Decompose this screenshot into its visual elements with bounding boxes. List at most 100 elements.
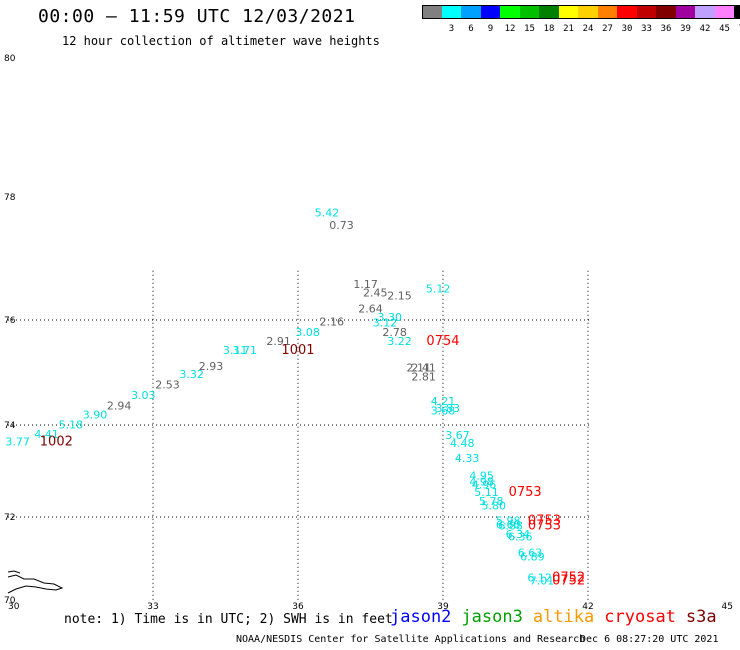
legend-swatch	[558, 5, 579, 19]
legend-label: 27	[602, 24, 613, 34]
wave-height-label: 2.91	[266, 335, 291, 348]
wave-height-label: 5.98	[496, 514, 521, 527]
legend-swatch	[441, 5, 462, 19]
longitude-label: 42	[582, 602, 593, 612]
time-label: 0753	[528, 518, 561, 533]
legend-label: 6	[468, 24, 474, 34]
legend-swatch	[461, 5, 481, 19]
coastline-outline	[7, 570, 64, 594]
longitude-label: 30	[8, 602, 20, 612]
wave-height-label: 4.98	[469, 476, 494, 489]
wave-height-label: 3.67	[445, 429, 470, 442]
legend-swatch	[597, 5, 618, 19]
legend-swatch	[617, 5, 637, 19]
legend-swatch	[578, 5, 598, 19]
wave-height-label: 4.21	[431, 395, 456, 408]
legend-swatch	[714, 5, 735, 19]
generated-timestamp: Dec 6 08:27:20 UTC 2021	[580, 634, 719, 645]
footer-note: note: 1) Time is in UTC; 2) SWH is in fe…	[64, 612, 393, 627]
wave-height-label: 6.60	[496, 519, 521, 532]
wave-height-label: 6.12	[527, 571, 552, 584]
legend-label: 39	[680, 24, 691, 34]
wave-height-label: 2.16	[320, 315, 345, 328]
latitude-label: 78	[4, 193, 16, 203]
wave-height-label: 0.73	[329, 219, 354, 232]
legend-swatch	[480, 5, 501, 19]
wave-height-label: 6.34	[506, 528, 531, 541]
wave-height-label: 3.12	[373, 316, 398, 329]
satellite-name: jason3	[461, 607, 523, 627]
wave-height-label: 4.33	[455, 452, 480, 465]
wave-height-label: 3.22	[387, 335, 412, 348]
wave-height-label: 3.08	[295, 326, 320, 339]
legend-label: 45	[719, 24, 730, 34]
legend-label: 21	[563, 24, 574, 34]
chart-subtitle: 12 hour collection of altimeter wave hei…	[62, 34, 380, 48]
wave-height-label: 2.11	[407, 361, 432, 374]
legend-swatch	[539, 5, 559, 19]
wave-height-label: 3.30	[378, 311, 403, 324]
longitude-label: 39	[437, 602, 449, 612]
legend-swatch	[636, 5, 657, 19]
wave-height-label: 5.12	[426, 282, 451, 295]
satellite-legend: jason2 jason3 altika cryosat s3a	[390, 607, 727, 627]
wave-height-label: 3.83	[436, 402, 461, 415]
wave-height-label: 6.88	[498, 519, 523, 532]
wave-height-label: 3.11	[223, 344, 248, 357]
wave-height-label: 5.18	[59, 419, 84, 432]
wave-height-label: 7.01	[530, 575, 555, 588]
wave-height-label: 2.81	[411, 370, 436, 383]
satellite-name: cryosat	[604, 607, 676, 627]
wave-height-label: 2.45	[363, 287, 388, 300]
legend-label: 12	[504, 24, 516, 34]
legend-label: 15	[524, 24, 535, 34]
latitude-label: 72	[4, 513, 15, 523]
legend-label: 3	[448, 24, 455, 34]
wave-height-label: 5.11	[474, 486, 499, 499]
satellite-name: altika	[532, 607, 595, 627]
legend-label: 33	[641, 24, 652, 34]
wave-height-label: 3.77	[5, 436, 30, 449]
time-label: 0752	[552, 570, 585, 585]
latitude-label: 74	[4, 421, 16, 431]
wave-height-label: 1.17	[353, 278, 378, 291]
wave-height-label: 4.41	[34, 428, 59, 441]
time-label: 0754	[426, 334, 459, 349]
legend-swatch	[675, 5, 696, 19]
legend-label: 36	[660, 24, 672, 34]
wave-height-label: 5.42	[315, 207, 340, 220]
satellite-name: jason2	[390, 607, 452, 627]
legend-swatch	[734, 5, 740, 19]
legend-swatch	[500, 5, 520, 19]
time-label: 0752	[552, 574, 585, 589]
wave-height-label: 6.89	[520, 551, 545, 564]
legend-swatch	[695, 5, 715, 19]
longitude-label: 36	[292, 602, 304, 612]
wave-height-label: 6.63	[518, 546, 543, 559]
legend-label: 18	[543, 24, 555, 34]
legend-swatch	[519, 5, 540, 19]
wave-height-label: 2.53	[155, 378, 180, 391]
chart-title: 00:00 – 11:59 UTC 12/03/2021	[38, 6, 356, 27]
time-label: 1001	[281, 343, 314, 358]
satellite-name: s3a	[685, 607, 717, 627]
coastline-path	[7, 574, 64, 594]
latitude-label: 70	[4, 596, 16, 606]
wave-height-label: 4.48	[450, 437, 475, 450]
wave-height-label: 6.36	[508, 531, 533, 544]
axis-labels: 30 33 36 39 42 45 70 72 74 76 78 80	[4, 54, 733, 612]
latitude-label: 76	[4, 316, 16, 326]
wave-height-label: 2.78	[382, 326, 407, 339]
coastline-path	[7, 570, 21, 574]
observations-layer: 5.420.73 1.172.45 2.15 5.12 2.643.30 2.16 3.12…	[5, 207, 585, 589]
wave-height-label: 2.94	[107, 399, 132, 412]
legend-label: 70	[730, 24, 740, 34]
wave-height-label: 3.03	[131, 389, 156, 402]
time-label: 0753	[528, 513, 561, 528]
wave-height-label: 3.68	[431, 405, 456, 418]
wave-height-label: 2.93	[199, 360, 224, 373]
legend-swatch	[422, 5, 442, 19]
wave-height-label: 3.32	[179, 368, 204, 381]
wave-height-label: 5.80	[481, 500, 506, 513]
